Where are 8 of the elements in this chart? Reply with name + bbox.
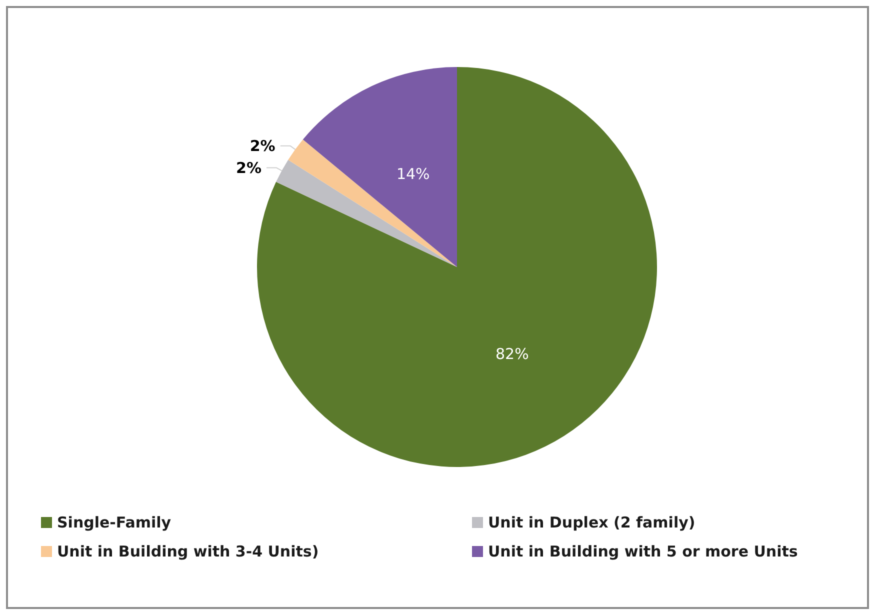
legend-label: Unit in Building with 3-4 Units) (57, 542, 319, 560)
legend-label: Single-Family (57, 514, 172, 532)
legend-label: Unit in Duplex (2 family) (488, 514, 696, 532)
data-label: 2% (250, 136, 276, 155)
data-label: 82% (496, 344, 529, 363)
data-label: 2% (236, 158, 262, 177)
legend-label: Unit in Building with 5 or more Units (488, 542, 798, 560)
data-label: 14% (396, 164, 430, 183)
